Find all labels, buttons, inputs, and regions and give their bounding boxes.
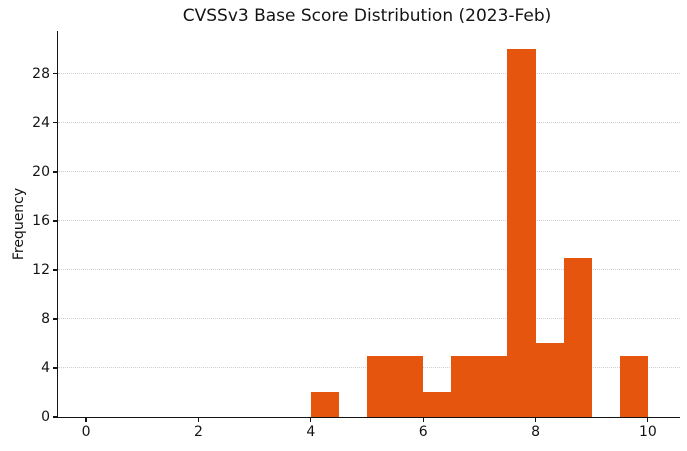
y-tick-label: 16 [32,212,50,229]
x-tick [310,418,312,423]
x-tick-label: 10 [638,424,657,440]
x-tick [534,418,537,423]
y-tick [52,122,57,124]
x-tick-label: 0 [81,424,91,440]
x-tick [422,418,424,423]
x-tick [647,418,649,423]
y-tick [52,416,57,418]
x-tick-label: 4 [306,424,316,440]
y-tick [52,73,57,75]
x-tick [197,418,200,423]
histogram-bar [310,392,339,417]
gridline [58,220,680,222]
histogram-bar [619,355,648,417]
gridline [58,171,680,173]
y-tick-label: 12 [32,261,50,278]
y-tick [52,318,57,320]
y-tick-label: 24 [32,114,50,131]
y-tick-label: 4 [41,359,50,376]
histogram-bar [423,392,452,417]
gridline [58,269,680,271]
y-tick [52,269,57,271]
y-tick [52,171,57,173]
histogram-bar [395,355,424,417]
x-axis-spine [56,417,680,419]
y-tick-label: 20 [32,163,50,180]
x-tick [85,418,87,423]
y-tick [52,367,57,369]
x-tick-label: 8 [531,424,540,440]
histogram-bar [451,355,480,417]
histogram-bar [507,49,536,417]
x-tick-label: 6 [418,424,428,440]
x-tick-label: 2 [193,424,203,440]
chart-title: CVSSv3 Base Score Distribution (2023-Feb… [182,6,552,26]
gridline [58,122,680,124]
histogram-bar [535,343,564,417]
histogram-bar [367,355,396,417]
y-tick-label: 8 [41,310,50,327]
y-tick-label: 28 [32,65,50,82]
histogram-bar [479,355,508,417]
y-tick-label: 0 [41,409,50,425]
gridline [58,318,680,320]
histogram-bar [563,257,592,417]
y-tick [52,220,57,222]
gridline [58,73,680,75]
y-axis-spine [56,31,58,419]
